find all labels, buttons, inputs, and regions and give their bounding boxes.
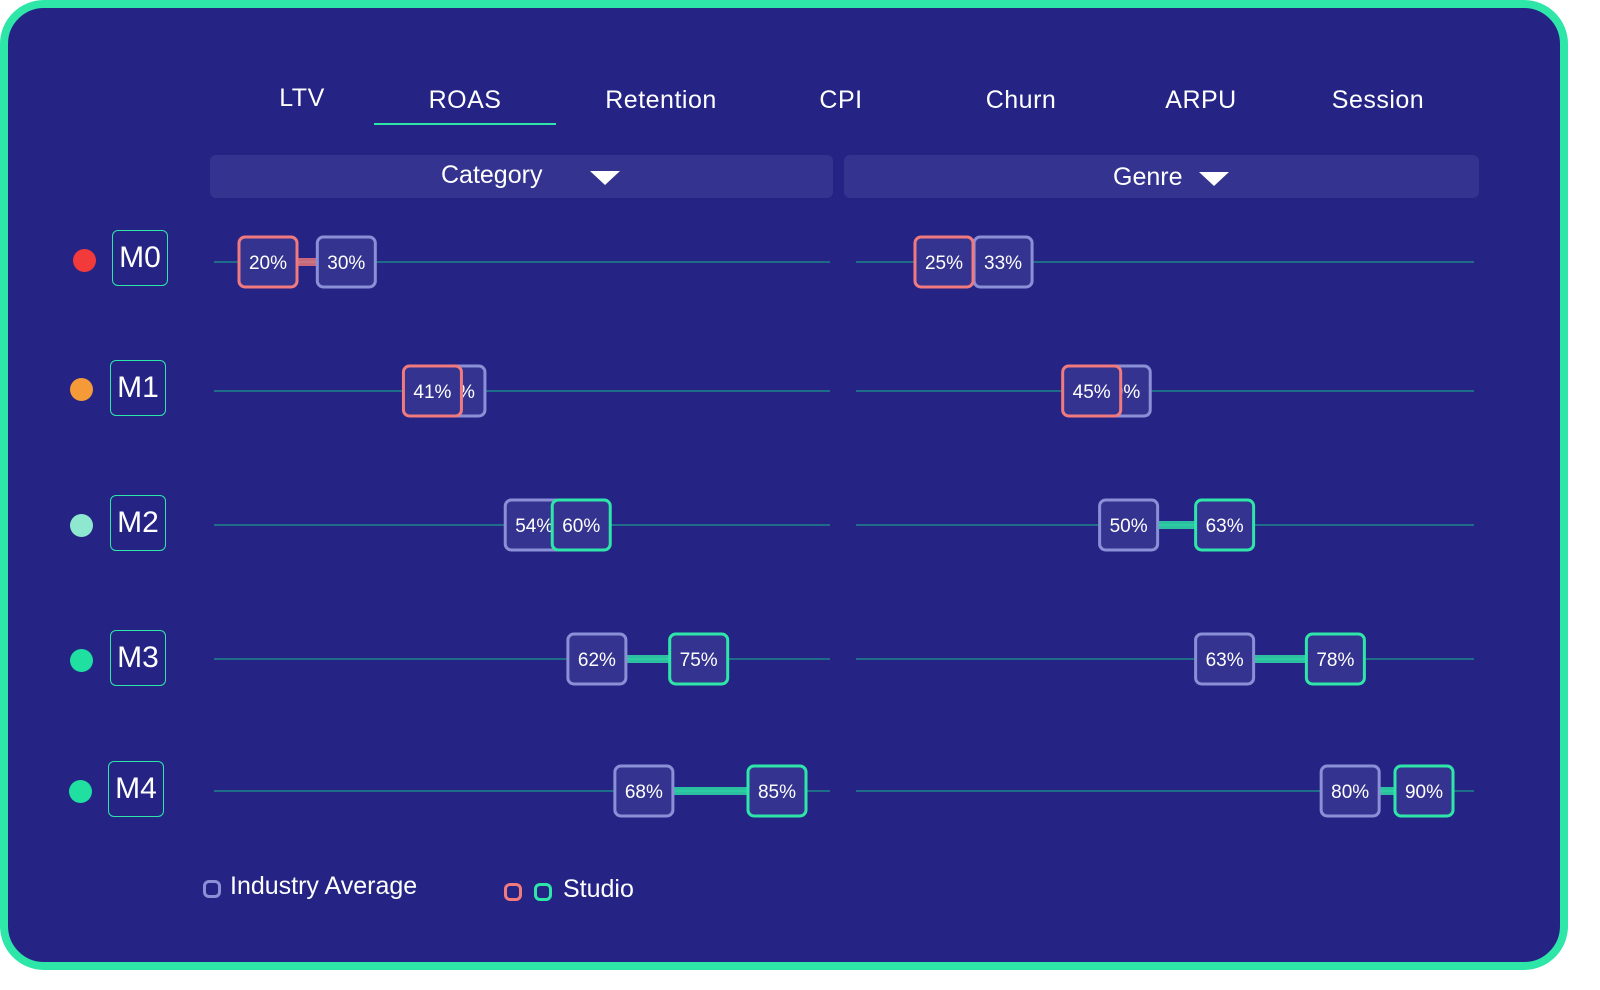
category-dropdown-label: Category — [441, 161, 543, 189]
studio-label: 63% — [1206, 516, 1244, 537]
studio-label: 90% — [1405, 782, 1443, 803]
studio-marker — [746, 764, 808, 818]
studio-label: 25% — [925, 253, 963, 274]
studio-marker — [237, 235, 299, 289]
chevron-down-icon — [1199, 172, 1229, 186]
studio-marker — [668, 632, 730, 686]
tab-ltv[interactable]: LTV — [279, 84, 325, 112]
row-label-m3: M3 — [110, 630, 166, 686]
row-label-m1: M1 — [110, 360, 166, 416]
metric-tabs: LTV ROAS Retention CPI Churn ARPU Sessio… — [8, 8, 1560, 138]
industry-legend-label: Industry Average — [230, 872, 418, 900]
tab-roas[interactable]: ROAS — [428, 86, 502, 114]
row-label-m2: M2 — [110, 495, 166, 551]
studio-label: 78% — [1316, 650, 1354, 671]
roas-card: LTV ROAS Retention CPI Churn ARPU Sessio… — [0, 0, 1568, 970]
studio-marker — [1194, 498, 1256, 552]
studio-label: 41% — [413, 382, 451, 403]
active-tab-indicator — [374, 123, 556, 125]
industry-marker — [1098, 498, 1160, 552]
industry-marker — [1194, 632, 1256, 686]
studio-label: 60% — [562, 516, 600, 537]
industry-legend-swatch — [203, 880, 221, 898]
industry-label: 68% — [625, 782, 663, 803]
studio-above-legend-swatch — [534, 883, 552, 901]
tab-retention[interactable]: Retention — [605, 86, 717, 114]
industry-marker — [315, 235, 377, 289]
tab-churn[interactable]: Churn — [985, 86, 1057, 114]
industry-label: 50% — [1110, 516, 1148, 537]
genre-dropdown-label: Genre — [1113, 163, 1183, 191]
row-dot-m2 — [70, 514, 93, 537]
row-dot-m0 — [73, 249, 96, 272]
studio-label: 45% — [1073, 382, 1111, 403]
row-label-m4: M4 — [108, 761, 164, 817]
tab-cpi[interactable]: CPI — [819, 86, 863, 114]
industry-label: 63% — [1206, 650, 1244, 671]
industry-label: 80% — [1331, 782, 1369, 803]
studio-marker — [1304, 632, 1366, 686]
studio-legend-label: Studio — [563, 875, 634, 903]
studio-marker — [1061, 364, 1123, 418]
studio-label: 75% — [680, 650, 718, 671]
studio-marker — [401, 364, 463, 418]
industry-marker — [566, 632, 628, 686]
category-dropdown[interactable]: Category — [210, 155, 833, 198]
industry-label: 33% — [984, 253, 1022, 274]
studio-marker — [1393, 764, 1455, 818]
dumbbell-chart: 30%20%44%41%54%60%62%75%68%85%33%25%49%4… — [214, 235, 1474, 818]
studio-below-legend-swatch — [504, 883, 522, 901]
studio-marker — [913, 235, 975, 289]
studio-label: 20% — [249, 253, 287, 274]
row-label-m0: M0 — [112, 230, 168, 286]
studio-marker — [550, 498, 612, 552]
row-dot-m4 — [69, 780, 92, 803]
industry-label: 30% — [327, 253, 365, 274]
industry-marker — [1319, 764, 1381, 818]
industry-label: 62% — [578, 650, 616, 671]
tab-session[interactable]: Session — [1331, 86, 1425, 114]
industry-label: 54% — [515, 516, 553, 537]
industry-marker — [613, 764, 675, 818]
row-dot-m1 — [70, 378, 93, 401]
genre-dropdown[interactable]: Genre — [844, 155, 1479, 198]
row-dot-m3 — [70, 649, 93, 672]
chevron-down-icon — [590, 171, 620, 185]
tab-arpu[interactable]: ARPU — [1165, 86, 1237, 114]
studio-label: 85% — [758, 782, 796, 803]
